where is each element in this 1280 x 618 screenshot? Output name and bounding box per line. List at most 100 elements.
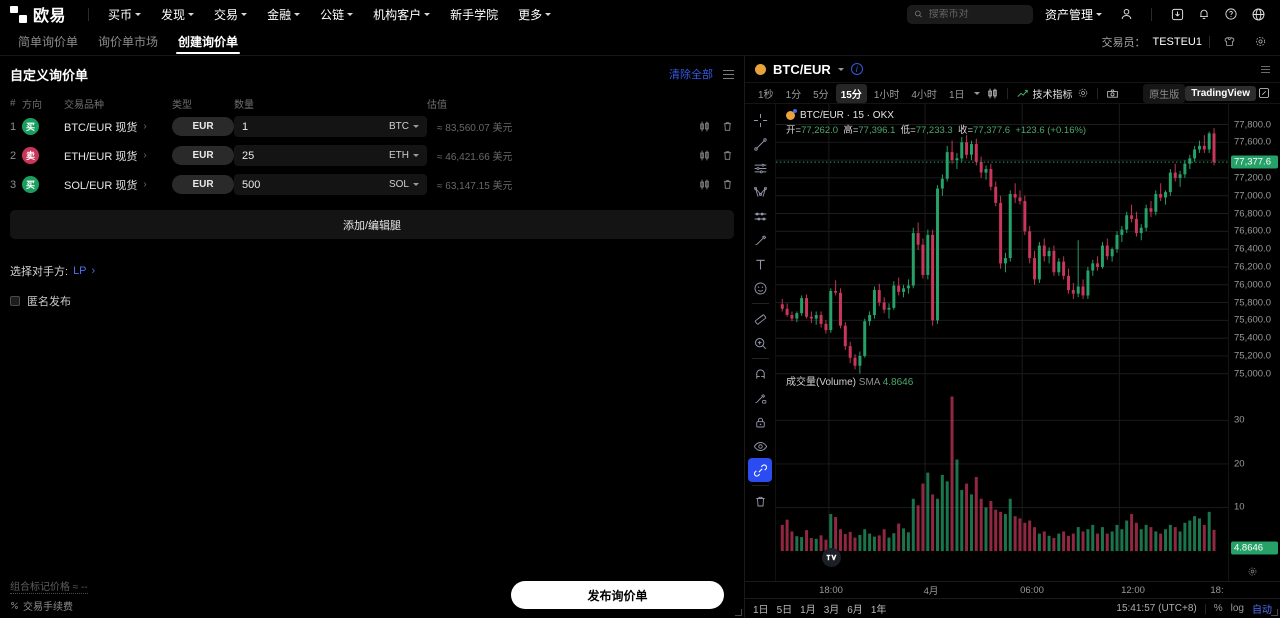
horizontal-lines-icon[interactable] bbox=[748, 156, 772, 180]
chevron-down-icon[interactable] bbox=[972, 91, 982, 95]
nav-item-academy[interactable]: 新手学院 bbox=[441, 2, 507, 27]
okx-logo[interactable]: 欧易 bbox=[10, 2, 66, 26]
table-row[interactable]: 3 买 SOL/EUR 现货 › EUR SOL ≈ 63,147.15 美元 bbox=[0, 171, 744, 198]
quantity-unit-selector[interactable]: BTC bbox=[389, 121, 419, 132]
technical-indicators-button[interactable]: 技术指标 bbox=[1032, 89, 1073, 101]
brush-icon[interactable] bbox=[748, 228, 772, 252]
chevron-down-icon[interactable] bbox=[837, 67, 844, 71]
pair-info-icon[interactable]: i bbox=[850, 63, 863, 75]
range-3mo[interactable]: 3月 bbox=[823, 605, 840, 616]
pattern-icon[interactable] bbox=[748, 204, 772, 228]
user-account-button[interactable] bbox=[1114, 3, 1138, 25]
zoom-in-icon[interactable] bbox=[748, 331, 772, 355]
add-edit-leg-button[interactable]: 添加/编辑腿 bbox=[10, 210, 734, 239]
quantity-input[interactable] bbox=[242, 149, 389, 162]
chart-snapshot-icon[interactable] bbox=[1104, 87, 1121, 99]
nav-item-finance[interactable]: 金融 bbox=[258, 2, 309, 27]
quantity-unit-selector[interactable]: SOL bbox=[389, 179, 419, 190]
chart-plot-area[interactable]: BTC/EUR · 15 · OKX 开=77,262.0 高=77,396.1… bbox=[776, 104, 1228, 581]
quantity-unit-selector[interactable]: ETH bbox=[389, 150, 419, 161]
table-row[interactable]: 1 买 BTC/EUR 现货 › EUR BTC ≈ 83,560.07 美元 bbox=[0, 113, 744, 140]
leg-instrument-selector[interactable]: SOL/EUR 现货 › bbox=[64, 177, 172, 193]
counterparty-selector[interactable]: 选择对手方: LP › bbox=[10, 263, 744, 279]
publish-rfq-button[interactable]: 发布询价单 bbox=[511, 581, 724, 609]
notifications-button[interactable] bbox=[1192, 3, 1216, 25]
delete-leg-button[interactable] bbox=[721, 120, 734, 133]
fullscreen-button[interactable] bbox=[1256, 87, 1272, 99]
nav-item-discover[interactable]: 发现 bbox=[152, 2, 203, 27]
delete-leg-button[interactable] bbox=[721, 178, 734, 191]
text-icon[interactable] bbox=[748, 252, 772, 276]
trendline-icon[interactable] bbox=[748, 132, 772, 156]
nav-item-asset-management[interactable]: 资产管理 bbox=[1036, 2, 1111, 27]
leg-instrument-selector[interactable]: BTC/EUR 现货 › bbox=[64, 119, 172, 135]
list-menu-icon[interactable] bbox=[723, 69, 734, 79]
log-scale-toggle[interactable]: log bbox=[1230, 603, 1244, 614]
chart-resize-handle[interactable] bbox=[1271, 609, 1278, 616]
nav-item-trade[interactable]: 交易 bbox=[205, 2, 256, 27]
delete-leg-button[interactable] bbox=[721, 149, 734, 162]
indicator-icon[interactable] bbox=[1014, 88, 1031, 99]
mode-native-button[interactable]: 原生版 bbox=[1143, 83, 1186, 103]
range-1mo[interactable]: 1月 bbox=[800, 605, 816, 616]
timeframe-1s[interactable]: 1秒 bbox=[758, 89, 774, 101]
nav-item-institutional[interactable]: 机构客户 bbox=[364, 2, 439, 27]
leg-direction[interactable]: 买 bbox=[22, 118, 64, 135]
mode-tradingview-button[interactable]: TradingView bbox=[1185, 85, 1256, 101]
timeframe-1d[interactable]: 1日 bbox=[948, 89, 965, 101]
theme-shirt-button[interactable] bbox=[1217, 31, 1241, 53]
anonymous-publish-row[interactable]: 匿名发布 bbox=[10, 293, 744, 309]
eye-icon[interactable] bbox=[748, 434, 772, 458]
draw-lock-icon[interactable] bbox=[748, 386, 772, 410]
leg-direction[interactable]: 卖 bbox=[22, 147, 64, 164]
time-axis[interactable]: 18:00 4月 06:00 12:00 18: bbox=[745, 581, 1280, 598]
tab-rfq-market[interactable]: 询价单市场 bbox=[88, 28, 168, 56]
link-icon[interactable] bbox=[748, 458, 772, 482]
chart-menu-icon[interactable] bbox=[1261, 65, 1270, 73]
chart-type-candles-icon[interactable] bbox=[984, 87, 1001, 100]
timeframe-1h[interactable]: 1小时 bbox=[873, 89, 900, 101]
leg-type[interactable]: EUR bbox=[172, 117, 234, 136]
range-6mo[interactable]: 6月 bbox=[847, 605, 863, 616]
clear-all-button[interactable]: 清除全部 bbox=[669, 69, 713, 81]
leg-direction[interactable]: 买 bbox=[22, 176, 64, 193]
crosshair-icon[interactable] bbox=[748, 108, 772, 132]
anonymous-checkbox[interactable] bbox=[10, 296, 20, 306]
leg-type[interactable]: EUR bbox=[172, 175, 234, 194]
table-row[interactable]: 2 卖 ETH/EUR 现货 › EUR ETH ≈ 46,421.66 美元 bbox=[0, 142, 744, 169]
leg-quantity-field[interactable]: BTC bbox=[234, 116, 427, 137]
timeframe-5m[interactable]: 5分 bbox=[813, 89, 829, 101]
leg-quantity-field[interactable]: ETH bbox=[234, 145, 427, 166]
leg-quantity-field[interactable]: SOL bbox=[234, 174, 427, 195]
candlestick-chart-icon[interactable] bbox=[698, 120, 711, 133]
tradingview-logo[interactable] bbox=[822, 548, 841, 567]
lock-icon[interactable] bbox=[748, 410, 772, 434]
range-1d[interactable]: 1日 bbox=[753, 605, 769, 616]
percent-scale-toggle[interactable]: % bbox=[1213, 603, 1223, 614]
timeframe-1m[interactable]: 1分 bbox=[785, 89, 802, 101]
settings-button[interactable] bbox=[1248, 31, 1272, 53]
range-1y[interactable]: 1年 bbox=[870, 605, 887, 616]
quantity-input[interactable] bbox=[242, 178, 389, 191]
auto-scale-toggle[interactable]: 自动 bbox=[1252, 605, 1272, 616]
tab-simple-rfq[interactable]: 简单询价单 bbox=[8, 28, 88, 56]
timeframe-4h[interactable]: 4小时 bbox=[911, 89, 937, 101]
leg-instrument-selector[interactable]: ETH/EUR 现货 › bbox=[64, 148, 172, 164]
language-button[interactable] bbox=[1246, 3, 1270, 25]
leg-type[interactable]: EUR bbox=[172, 146, 234, 165]
search-input[interactable] bbox=[928, 8, 1026, 20]
price-axis[interactable]: 77,800.077,600.077,400.077,200.077,000.0… bbox=[1228, 104, 1280, 581]
type-pill[interactable]: EUR bbox=[172, 117, 234, 136]
trash-icon[interactable] bbox=[748, 489, 772, 513]
candlestick-chart-icon[interactable] bbox=[698, 178, 711, 191]
quantity-input[interactable] bbox=[242, 120, 389, 133]
type-pill[interactable]: EUR bbox=[172, 175, 234, 194]
ruler-icon[interactable] bbox=[748, 307, 772, 331]
magnet-icon[interactable] bbox=[748, 362, 772, 386]
nav-item-chain[interactable]: 公链 bbox=[311, 2, 362, 27]
nav-item-buy-crypto[interactable]: 买币 bbox=[99, 2, 150, 27]
pitchfork-icon[interactable] bbox=[748, 180, 772, 204]
market-search-box[interactable] bbox=[906, 4, 1033, 24]
nav-item-more[interactable]: 更多 bbox=[509, 2, 560, 27]
timeframe-15m[interactable]: 15分 bbox=[835, 83, 867, 103]
